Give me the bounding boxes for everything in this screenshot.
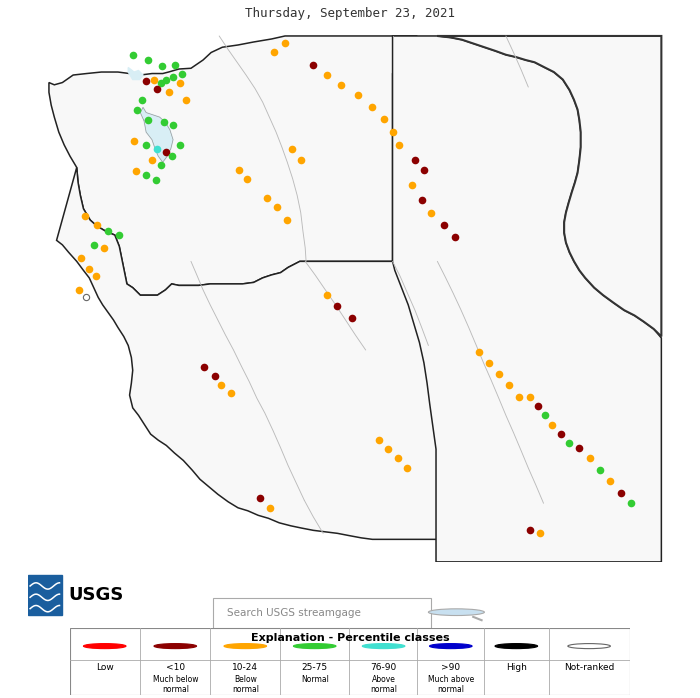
- Polygon shape: [57, 168, 440, 540]
- Circle shape: [495, 644, 538, 648]
- Text: 10-24: 10-24: [232, 662, 258, 671]
- Text: Normal: Normal: [301, 674, 329, 683]
- Circle shape: [293, 644, 336, 648]
- Text: High: High: [506, 662, 527, 671]
- Text: Search USGS streamgage: Search USGS streamgage: [227, 608, 360, 618]
- Bar: [28, 574, 62, 616]
- Polygon shape: [140, 107, 173, 162]
- Text: Explanation - Percentile classes: Explanation - Percentile classes: [251, 633, 449, 643]
- Text: 76-90: 76-90: [370, 662, 397, 671]
- Circle shape: [363, 644, 405, 648]
- Title: Thursday, September 23, 2021: Thursday, September 23, 2021: [245, 7, 455, 20]
- Text: Low: Low: [96, 662, 113, 671]
- Text: 25-75: 25-75: [302, 662, 328, 671]
- Circle shape: [224, 644, 267, 648]
- Text: Below
normal: Below normal: [232, 674, 259, 694]
- Text: >90: >90: [441, 662, 461, 671]
- Circle shape: [83, 644, 126, 648]
- FancyBboxPatch shape: [70, 628, 630, 695]
- Polygon shape: [49, 36, 475, 295]
- Circle shape: [430, 644, 472, 648]
- Circle shape: [568, 644, 610, 648]
- Text: Above
normal: Above normal: [370, 674, 397, 694]
- Text: Much above
normal: Much above normal: [428, 674, 474, 694]
- Text: Much below
normal: Much below normal: [153, 674, 198, 694]
- Polygon shape: [438, 36, 662, 336]
- Polygon shape: [128, 68, 143, 80]
- Text: <10: <10: [166, 662, 185, 671]
- Circle shape: [428, 609, 484, 616]
- Text: USGS: USGS: [68, 586, 123, 604]
- Circle shape: [154, 644, 197, 648]
- Polygon shape: [393, 36, 662, 562]
- Text: Not-ranked: Not-ranked: [564, 662, 615, 671]
- FancyBboxPatch shape: [213, 597, 431, 628]
